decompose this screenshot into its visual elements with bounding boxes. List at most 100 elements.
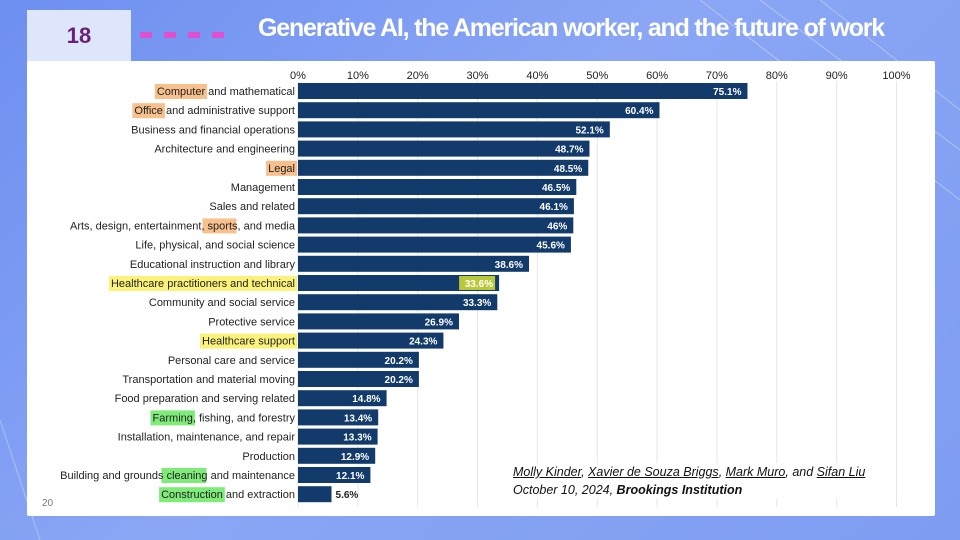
bar xyxy=(298,409,379,426)
x-tick-label: 60% xyxy=(646,70,668,82)
citation-author[interactable]: Molly Kinder xyxy=(513,465,582,479)
value-label: 14.8% xyxy=(352,394,380,405)
dash-mark xyxy=(212,32,224,38)
dash-mark xyxy=(188,32,200,38)
category-label: Food preparation and serving related xyxy=(115,393,295,405)
x-tick-label: 20% xyxy=(407,70,429,82)
category-label: Computer and mathematical xyxy=(157,86,295,98)
citation-date: October 10, 2024, xyxy=(513,483,617,497)
citation-author[interactable]: Xavier de Souza Briggs xyxy=(588,465,719,479)
bar xyxy=(298,217,574,234)
citation-separator: , xyxy=(718,465,726,479)
category-label: Protective service xyxy=(208,316,295,328)
value-label: 33.6% xyxy=(465,279,493,290)
value-label: 24.3% xyxy=(409,337,437,348)
value-label: 52.1% xyxy=(575,125,603,136)
value-label: 60.4% xyxy=(625,106,653,117)
category-label: Construction and extraction xyxy=(161,489,295,501)
value-label: 46.1% xyxy=(540,202,568,213)
slide-number: 18 xyxy=(27,10,131,62)
citation-author[interactable]: Sifan Liu xyxy=(816,465,866,479)
category-label: Legal xyxy=(268,163,295,175)
value-label: 20.2% xyxy=(385,375,413,386)
citation-source-line: October 10, 2024, Brookings Institution xyxy=(513,481,865,499)
value-label: 13.3% xyxy=(343,433,371,444)
bar xyxy=(298,351,419,368)
category-label: Educational instruction and library xyxy=(130,259,296,271)
category-label: Installation, maintenance, and repair xyxy=(118,432,296,444)
label-highlight xyxy=(132,103,165,119)
bar xyxy=(298,428,378,445)
citation-separator: , and xyxy=(785,465,817,479)
value-label: 12.1% xyxy=(336,471,364,482)
category-label: Healthcare support xyxy=(202,336,295,348)
label-highlight xyxy=(154,84,208,99)
dash-mark xyxy=(164,32,176,38)
bar xyxy=(298,198,574,215)
label-highlight xyxy=(266,160,297,176)
dash-mark xyxy=(140,32,152,38)
page-mark: 20 xyxy=(42,498,54,509)
category-label: Community and social service xyxy=(149,297,295,309)
bar xyxy=(298,83,748,99)
category-label: Sales and related xyxy=(209,201,295,213)
x-tick-label: 80% xyxy=(766,70,788,82)
category-label: Arts, design, entertainment, sports, and… xyxy=(70,220,296,232)
bar xyxy=(298,159,589,176)
label-highlight xyxy=(161,468,207,483)
x-tick-label: 90% xyxy=(826,70,848,82)
title-dash-decoration xyxy=(140,32,224,38)
category-label: Business and financial operations xyxy=(131,124,295,136)
x-tick-label: 40% xyxy=(526,70,548,82)
value-label: 46% xyxy=(547,221,567,232)
bar xyxy=(298,140,590,157)
value-highlight xyxy=(459,276,496,290)
citation-source: Brookings Institution xyxy=(616,483,743,497)
value-label: 38.6% xyxy=(495,260,523,271)
x-tick-label: 10% xyxy=(347,70,369,82)
label-highlight xyxy=(108,276,297,291)
bar xyxy=(298,371,419,387)
value-label: 20.2% xyxy=(385,356,413,367)
label-highlight xyxy=(159,487,225,503)
value-label: 5.6% xyxy=(336,490,359,501)
x-tick-label: 0% xyxy=(290,70,306,82)
value-label: 46.5% xyxy=(542,183,570,194)
value-label: 33.3% xyxy=(463,298,491,309)
bar xyxy=(298,447,376,464)
bar xyxy=(298,294,498,311)
bar xyxy=(298,467,371,483)
citation-author[interactable]: Mark Muro xyxy=(725,465,786,479)
x-tick-label: 100% xyxy=(882,70,910,82)
bar xyxy=(298,486,332,503)
value-label: 12.9% xyxy=(341,452,369,463)
x-tick-label: 50% xyxy=(586,70,608,82)
bar xyxy=(298,255,530,272)
bar-chart: 0% 10% 20% 30% 40% 50% 60% 70% 80% 90% 100% Compute… xyxy=(60,70,911,507)
category-label: Personal care and service xyxy=(168,355,295,367)
value-label: 48.5% xyxy=(554,164,582,175)
citation: Molly Kinder, Xavier de Souza Briggs, Ma… xyxy=(513,463,866,499)
citation-authors-line: Molly Kinder, Xavier de Souza Briggs, Ma… xyxy=(513,463,865,481)
slide-title: Generative AI, the American worker, and … xyxy=(258,14,885,42)
bar xyxy=(298,313,459,330)
category-label: Life, physical, and social science xyxy=(135,240,295,252)
bar xyxy=(298,121,610,138)
citation-separator: , xyxy=(581,465,589,479)
bar xyxy=(298,236,571,253)
category-label: Building and grounds cleaning and mainte… xyxy=(60,470,295,482)
category-label: Management xyxy=(231,182,295,194)
category-label: Transportation and material moving xyxy=(122,374,295,386)
x-tick-label: 30% xyxy=(467,70,489,82)
bar xyxy=(298,390,387,407)
label-highlight xyxy=(150,410,195,426)
value-label: 13.4% xyxy=(344,413,372,424)
value-label: 26.9% xyxy=(425,317,453,328)
bar xyxy=(298,332,444,349)
value-label: 48.7% xyxy=(555,145,583,156)
x-tick-label: 70% xyxy=(706,70,728,82)
category-label: Office and administrative support xyxy=(134,105,295,117)
bar xyxy=(298,102,660,119)
bar xyxy=(298,179,577,195)
value-label: 45.6% xyxy=(537,241,565,252)
